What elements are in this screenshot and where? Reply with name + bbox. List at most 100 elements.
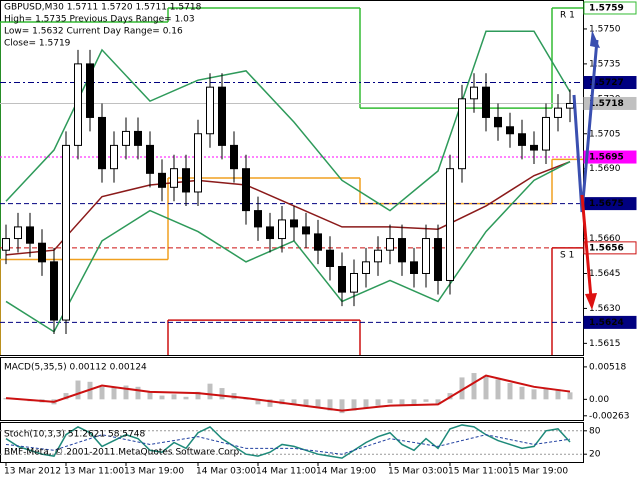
candle-body xyxy=(194,133,202,193)
stoch-main xyxy=(5,424,571,459)
y-tick-label: 1.5705 xyxy=(589,129,621,139)
macd-bar xyxy=(375,399,381,406)
candle-body xyxy=(350,272,358,293)
stoch-title: Stoch(10,3,3) 51.2621 58.5748 xyxy=(4,430,145,440)
macd-bar xyxy=(159,395,165,400)
candle-body xyxy=(38,242,46,263)
y-tick-label: 20 xyxy=(589,450,601,460)
info-line: Close= 1.5719 xyxy=(4,39,71,49)
pivot-label: R 1 xyxy=(560,10,575,20)
candle-body xyxy=(146,144,154,174)
macd-bar xyxy=(495,379,501,400)
copyright: BMF-Meta, © 2001-2011 MetaQuotes Softwar… xyxy=(4,448,242,458)
level-label: 1.5727 xyxy=(589,78,624,88)
macd-bar xyxy=(207,383,213,400)
candle-body xyxy=(542,116,550,151)
macd-bar xyxy=(567,392,573,400)
macd-bar xyxy=(147,391,153,400)
macd-bar xyxy=(75,380,81,400)
macd-bar xyxy=(243,399,249,400)
macd-pane xyxy=(0,357,584,421)
candle-body xyxy=(62,144,70,321)
candle-body xyxy=(26,226,34,244)
macd-bar xyxy=(351,399,357,411)
candle-body xyxy=(266,226,274,240)
level-box xyxy=(583,96,637,110)
candle-body xyxy=(530,144,538,151)
candle-body xyxy=(242,168,250,212)
candle-body xyxy=(482,86,490,118)
macd-bar xyxy=(291,399,297,405)
candle-body xyxy=(518,133,526,146)
overlay-line xyxy=(5,161,571,333)
macd-title: MACD(5,35,5) 0.00112 0.00124 xyxy=(4,363,147,373)
macd-bar xyxy=(315,399,321,409)
candle-body xyxy=(218,86,226,146)
info-line: High= 1.5735 Previous Days Range= 1.03 xyxy=(4,15,195,25)
candle-body xyxy=(302,226,310,235)
candle-body xyxy=(326,249,334,268)
candle-body xyxy=(458,98,466,170)
red-arrow xyxy=(580,194,593,299)
macd-bar xyxy=(471,373,477,400)
macd-bar xyxy=(531,389,537,400)
macd-bar xyxy=(99,386,105,400)
macd-bar xyxy=(255,399,261,405)
candle-body xyxy=(206,86,214,135)
candle-body xyxy=(170,168,178,188)
candle-body xyxy=(314,233,322,251)
candle-body xyxy=(158,172,166,188)
candle-body xyxy=(422,238,430,274)
macd-bar xyxy=(483,375,489,400)
y-tick-label: 1.5750 xyxy=(589,24,621,34)
candle-body xyxy=(506,126,514,135)
macd-bar xyxy=(411,399,417,406)
x-tick-label: 15 Mar 19:00 xyxy=(508,467,568,477)
candle-body xyxy=(182,168,190,193)
macd-bar xyxy=(327,399,333,411)
macd-bar xyxy=(507,383,513,400)
candle-body xyxy=(110,144,118,170)
y-tick-label: 0.00 xyxy=(589,395,609,405)
macd-bar xyxy=(387,399,393,404)
y-tick-label: -0.00263 xyxy=(589,411,629,421)
candle-body xyxy=(566,102,574,109)
x-tick-label: 15 Mar 03:00 xyxy=(388,467,448,477)
macd-bar xyxy=(423,399,429,402)
x-tick-label: 14 Mar 03:00 xyxy=(196,467,256,477)
level-label: 1.5695 xyxy=(589,153,624,163)
y-tick-label: 80 xyxy=(589,426,601,436)
macd-bar xyxy=(63,393,69,400)
candle-body xyxy=(98,116,106,170)
x-tick-label: 15 Mar 11:00 xyxy=(448,467,508,477)
macd-bar xyxy=(555,389,561,400)
candle-body xyxy=(410,261,418,274)
level-label: 1.5656 xyxy=(589,243,624,253)
pivot-label: S 1 xyxy=(560,250,574,260)
y-tick-label: 1.5615 xyxy=(589,339,621,349)
candle-body xyxy=(86,63,94,118)
candle-body xyxy=(278,219,286,240)
candle-body xyxy=(134,130,142,146)
level-label: 1.5718 xyxy=(589,99,624,109)
macd-bar xyxy=(135,386,141,400)
macd-bar xyxy=(267,399,273,407)
overlay-line xyxy=(5,160,571,256)
candle-body xyxy=(494,116,502,128)
candle-body xyxy=(554,107,562,118)
candle-body xyxy=(362,261,370,274)
macd-bar xyxy=(459,377,465,400)
candle-body xyxy=(122,130,130,146)
macd-bar xyxy=(219,388,225,400)
red-arrowhead xyxy=(585,293,597,310)
blue-arrow xyxy=(572,39,599,213)
stoch-signal xyxy=(5,434,571,455)
x-tick-label: 14 Mar 19:00 xyxy=(316,467,376,477)
macd-bar xyxy=(435,399,441,405)
macd-bar xyxy=(399,399,405,405)
macd-bar xyxy=(171,394,177,400)
macd-bar xyxy=(339,399,345,414)
y-tick-label: 0.00518 xyxy=(589,362,626,372)
level-box xyxy=(583,1,637,15)
level-label: 1.5675 xyxy=(589,199,624,209)
